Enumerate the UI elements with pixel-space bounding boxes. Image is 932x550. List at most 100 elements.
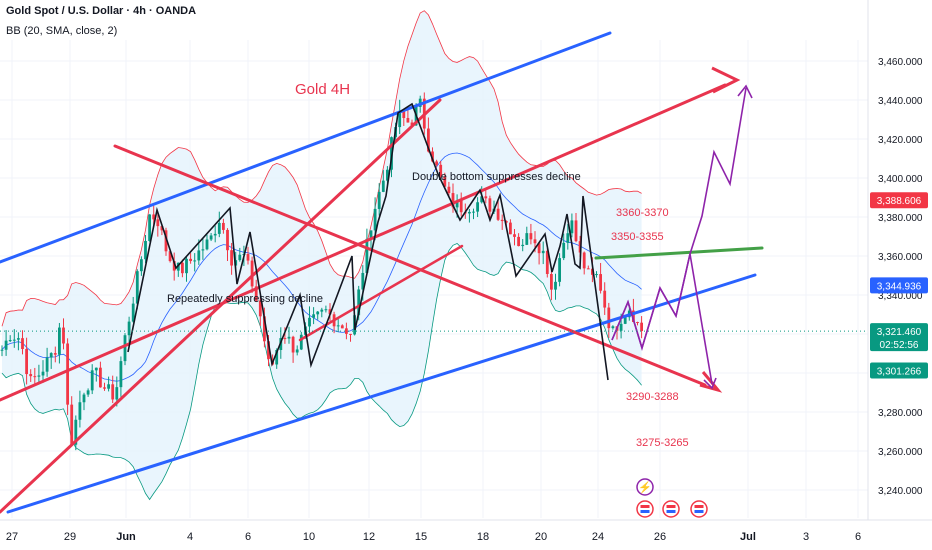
candle-body <box>156 219 160 227</box>
candle-body <box>550 273 553 290</box>
candle-body <box>427 128 430 152</box>
candle-body <box>345 328 348 334</box>
annotation-text: 3290-3288 <box>626 391 679 403</box>
candle-body <box>131 303 135 322</box>
lower-channel-line <box>6 273 757 514</box>
candle-body <box>209 235 213 240</box>
candle-body <box>222 222 225 230</box>
candle-body <box>254 286 258 301</box>
candle-body <box>41 371 45 376</box>
candle-body <box>213 233 217 236</box>
time-tick-label: 6 <box>245 531 251 543</box>
candle-body <box>140 259 143 272</box>
time-tick-label: 15 <box>415 531 427 543</box>
price-label-box <box>870 362 928 379</box>
candle-body <box>439 164 443 177</box>
candle-body <box>295 349 299 353</box>
purple-arrow-head <box>737 84 753 99</box>
indicator-legend[interactable]: BB (20, SMA, close, 2) <box>6 25 118 37</box>
candle-body <box>566 233 570 243</box>
candle-body <box>246 254 250 261</box>
candle-body <box>119 361 123 388</box>
red-rising-line-2 <box>0 98 442 514</box>
candle-body <box>603 290 607 308</box>
candle-body <box>570 220 574 234</box>
candle-body <box>181 262 184 274</box>
candle-body <box>468 211 471 214</box>
candle-body <box>574 220 578 242</box>
candle-body <box>545 250 549 274</box>
candle-body <box>406 118 410 123</box>
candle-body <box>410 122 414 126</box>
green-resistance-line <box>594 246 764 260</box>
candle-body <box>164 230 168 252</box>
candle-body <box>86 390 90 395</box>
symbol-title[interactable]: Gold Spot / U.S. Dollar · 4h · OANDA <box>6 5 197 17</box>
annotation-text: Double bottom suppresses decline <box>412 171 581 183</box>
candle-body <box>205 239 209 250</box>
purple-up-path <box>611 87 747 351</box>
candle-body <box>25 349 28 375</box>
time-tick-label: 6 <box>855 531 861 543</box>
time-tick-label: 20 <box>535 531 547 543</box>
candle-body <box>185 258 188 274</box>
candle-body <box>308 317 311 327</box>
candle-body <box>472 211 475 213</box>
candle-body <box>357 289 361 316</box>
candle-body <box>127 321 131 336</box>
candle-body <box>500 219 504 222</box>
time-tick-label: 3 <box>803 531 809 543</box>
candle-body <box>377 191 381 209</box>
candle-body <box>197 250 201 261</box>
time-tick-label: 27 <box>6 531 18 543</box>
economic-event-icon <box>636 500 654 518</box>
event-flash-icon <box>636 478 654 496</box>
price-axis[interactable]: 3,240.0003,260.0003,280.0003,300.0003,32… <box>867 0 932 550</box>
candle-body <box>320 309 324 312</box>
candle-body <box>123 335 127 362</box>
candle-body <box>340 325 344 329</box>
red-arrow-head <box>699 371 723 393</box>
time-axis[interactable]: 27 29 Jun 4 6 10 12 15 18 20 24 26 Jul 3 6 <box>0 519 932 543</box>
candle-body <box>586 268 590 270</box>
candle-body <box>33 376 37 378</box>
candle-body <box>636 321 639 323</box>
purple-arrow-head <box>703 377 717 390</box>
candle-body <box>144 240 147 260</box>
candle-body <box>0 349 4 351</box>
candle-body <box>4 340 8 350</box>
candle-body <box>443 176 447 187</box>
candle-body <box>451 193 455 208</box>
candle-body <box>8 340 12 342</box>
price-label-text: 3,301.266 <box>877 367 922 378</box>
candle-body <box>480 196 484 203</box>
candle-body <box>189 258 192 262</box>
bollinger-bands <box>1 10 642 501</box>
candle-body <box>148 214 151 241</box>
candle-body <box>398 110 402 128</box>
candle-body <box>49 353 53 358</box>
price-tick-label: 3,420.000 <box>878 135 923 146</box>
flag-stripe <box>694 505 704 508</box>
candle-body <box>611 326 615 329</box>
candle-body <box>160 226 164 231</box>
candle-body <box>455 200 459 208</box>
candle-body <box>435 161 438 165</box>
candle-body <box>381 180 385 192</box>
candle-body <box>152 214 156 220</box>
candle-body <box>369 230 373 239</box>
candle-body <box>135 271 139 304</box>
candle-body <box>476 202 479 212</box>
candle-body <box>459 200 463 213</box>
flag-stripe <box>640 510 650 513</box>
price-label-box <box>870 323 928 352</box>
candle-body <box>250 260 254 287</box>
candle-body <box>513 234 516 237</box>
candle-body <box>62 327 65 344</box>
candle-body <box>230 250 233 266</box>
price-tick-label: 3,240.000 <box>878 486 923 497</box>
price-tick-label: 3,380.000 <box>878 213 923 224</box>
price-labels: 3,388.606 3,344.936 3,321.460 02:52:56 3,301… <box>870 192 928 379</box>
flag-stripe <box>666 510 676 513</box>
